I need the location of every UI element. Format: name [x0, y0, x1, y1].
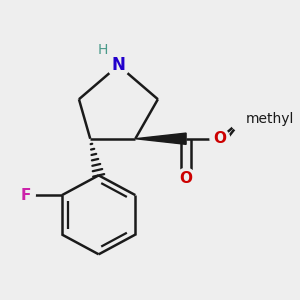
Circle shape [176, 168, 196, 188]
Text: N: N [112, 56, 125, 74]
Text: F: F [20, 188, 31, 202]
Text: O: O [213, 131, 226, 146]
Text: H: H [98, 43, 108, 57]
Circle shape [210, 129, 230, 148]
Circle shape [107, 54, 130, 77]
Circle shape [16, 185, 35, 205]
Circle shape [230, 106, 255, 132]
Polygon shape [135, 133, 186, 144]
Text: methyl: methyl [246, 112, 294, 126]
Text: O: O [180, 171, 193, 186]
